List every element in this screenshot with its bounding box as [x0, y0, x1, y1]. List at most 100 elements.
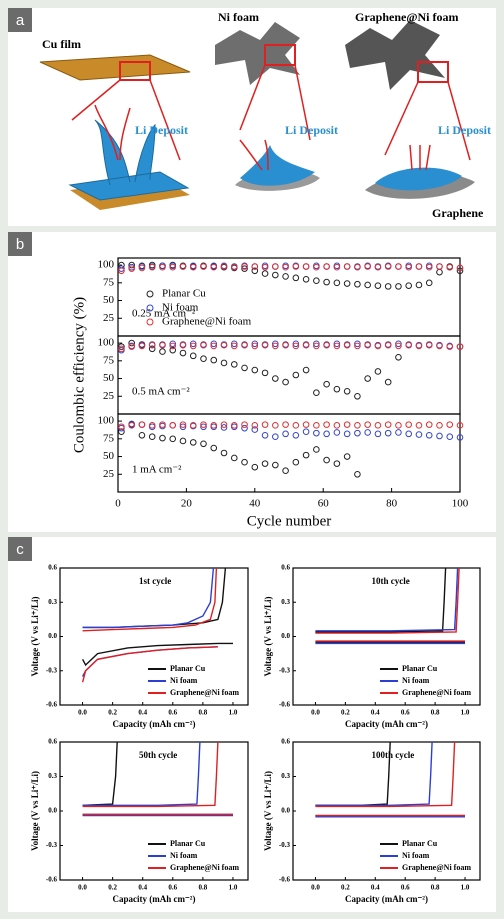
- data-point: [323, 456, 330, 464]
- voltage-curve: [315, 741, 465, 818]
- data-point: [364, 341, 371, 349]
- voltage-curve: [315, 567, 465, 642]
- x-tick-label: 0: [115, 498, 121, 510]
- li-deposit: [240, 145, 315, 186]
- legend-label: Graphene@Ni foam: [170, 863, 239, 872]
- data-point: [251, 267, 259, 275]
- data-point: [272, 263, 279, 270]
- y-tick-label: 100: [98, 415, 115, 427]
- data-point: [251, 263, 259, 270]
- x-tick-label: 1.0: [229, 709, 238, 717]
- data-point: [436, 342, 443, 350]
- x-tick-label: 60: [318, 498, 330, 510]
- data-point: [241, 421, 248, 428]
- zoom-box: [119, 61, 151, 81]
- data-point: [292, 422, 300, 429]
- voltage-curve: [82, 741, 233, 816]
- y-tick-label: -0.3: [279, 666, 291, 674]
- data-point: [292, 263, 300, 270]
- data-point: [200, 263, 207, 270]
- y-tick-label: 75: [103, 354, 115, 366]
- legend-label: Planar Cu: [402, 839, 438, 848]
- annotation: 0.5 mA cm⁻²: [132, 386, 190, 398]
- voltage-curve: [315, 741, 465, 817]
- data-point: [446, 263, 454, 271]
- data-point: [384, 429, 392, 437]
- data-point: [169, 342, 177, 350]
- data-point: [128, 339, 135, 347]
- data-point: [364, 263, 371, 270]
- data-point: [354, 392, 361, 400]
- data-point: [323, 380, 330, 388]
- x-tick-label: 0.0: [78, 709, 87, 717]
- data-point: [261, 431, 269, 439]
- zoom-line: [294, 64, 311, 141]
- data-point: [230, 342, 238, 350]
- data-point: [210, 422, 218, 429]
- diagram-label: Graphene@Ni foam: [355, 10, 459, 24]
- data-point: [128, 343, 135, 350]
- data-point: [333, 342, 341, 350]
- x-tick-label: 0.4: [138, 709, 147, 717]
- y-tick-label: 50: [103, 294, 115, 306]
- data-point: [302, 451, 310, 459]
- data-point: [395, 422, 402, 429]
- x-tick-label: 0.8: [431, 884, 440, 892]
- data-point: [169, 263, 177, 271]
- legend-marker: [146, 290, 154, 298]
- data-point: [169, 340, 177, 348]
- data-point: [251, 422, 259, 429]
- data-point: [333, 263, 341, 271]
- x-axis-label: Capacity (mAh cm⁻²): [113, 719, 196, 729]
- y-tick-label: 0.3: [48, 598, 57, 606]
- data-point: [241, 458, 248, 466]
- data-point: [364, 429, 371, 436]
- voltage-curve: [315, 567, 465, 645]
- data-point: [364, 375, 371, 382]
- data-point: [159, 341, 166, 349]
- diagram: Cu film Ni foam Graphene@Ni foam Li Depo…: [39, 10, 491, 220]
- data-point: [395, 342, 402, 350]
- data-point: [302, 421, 310, 428]
- zoom-line: [239, 64, 266, 131]
- data-point: [292, 340, 300, 348]
- x-tick-label: 0.2: [108, 709, 117, 717]
- data-point: [179, 263, 187, 270]
- diagram-label: Cu film: [42, 37, 81, 51]
- diagram-label: Li Deposit: [438, 123, 491, 137]
- x-tick-label: 0.6: [168, 884, 177, 892]
- data-point: [210, 340, 218, 348]
- data-point: [415, 422, 423, 429]
- li-deposit: [375, 167, 462, 191]
- data-point: [210, 263, 218, 271]
- x-tick-label: 1.0: [461, 884, 470, 892]
- data-point: [374, 263, 382, 271]
- data-point: [313, 389, 320, 397]
- plot-title: 100th cycle: [372, 750, 415, 760]
- data-point: [374, 368, 382, 375]
- legend-label: Graphene@Ni foam: [162, 316, 252, 328]
- x-tick-label: 0.4: [138, 884, 147, 892]
- dendrite: [68, 119, 190, 201]
- legend-marker: [146, 304, 154, 312]
- data-point: [282, 341, 289, 349]
- data-point: [313, 263, 320, 271]
- data-point: [354, 470, 361, 478]
- data-point: [343, 421, 351, 428]
- data-point: [220, 359, 228, 367]
- y-tick-label: 25: [103, 390, 115, 402]
- data-point: [384, 283, 392, 290]
- legend-label: Graphene@Ni foam: [402, 688, 471, 697]
- y-tick-label: 0.6: [48, 738, 57, 746]
- data-point: [159, 348, 166, 355]
- data-point: [251, 426, 259, 433]
- y-tick-label: 50: [103, 372, 115, 384]
- data-point: [343, 453, 351, 460]
- data-point: [251, 366, 259, 374]
- data-point: [118, 423, 125, 431]
- x-tick-label: 40: [249, 498, 261, 510]
- data-point: [138, 264, 146, 272]
- data-point: [405, 421, 413, 428]
- data-point: [313, 340, 320, 348]
